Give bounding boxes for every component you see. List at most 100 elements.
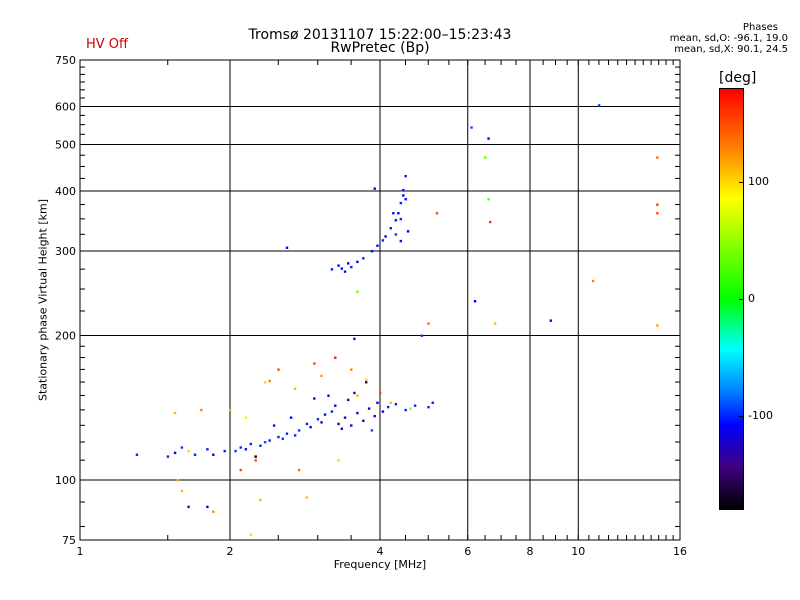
colorbar-tick bbox=[739, 181, 744, 183]
echo-point bbox=[406, 230, 410, 233]
echo-point bbox=[420, 334, 424, 337]
echo-point bbox=[229, 408, 232, 412]
echo-point bbox=[365, 378, 368, 381]
echo-point bbox=[337, 459, 340, 462]
echo-point bbox=[394, 403, 398, 406]
x-tick-label: 1 bbox=[77, 545, 84, 558]
echo-point bbox=[346, 262, 350, 265]
echo-point bbox=[334, 356, 337, 359]
echo-point bbox=[350, 265, 353, 269]
colorbar-tick-label: -100 bbox=[748, 409, 773, 423]
colorbar-tick-label: 100 bbox=[748, 174, 769, 188]
echo-point bbox=[249, 442, 253, 446]
echo-point bbox=[470, 126, 473, 129]
echo-point bbox=[340, 427, 344, 430]
echo-point bbox=[239, 468, 242, 472]
echo-point bbox=[402, 194, 405, 197]
colorbar-title: [deg] bbox=[719, 70, 757, 86]
echo-point bbox=[330, 268, 334, 271]
echo-point bbox=[254, 459, 257, 462]
echo-point bbox=[337, 264, 340, 267]
echo-point bbox=[323, 413, 327, 416]
echo-point bbox=[173, 451, 177, 455]
echo-point bbox=[239, 446, 242, 449]
y-tick-label: 300 bbox=[55, 245, 76, 258]
echo-point bbox=[379, 391, 382, 395]
echo-point bbox=[166, 455, 170, 458]
echo-point bbox=[244, 416, 248, 419]
echo-point bbox=[297, 429, 301, 432]
echo-point bbox=[404, 174, 407, 178]
echo-point bbox=[268, 439, 271, 442]
echo-point bbox=[427, 405, 430, 409]
colorbar-tick bbox=[739, 416, 744, 418]
echo-point bbox=[173, 411, 177, 415]
echo-point bbox=[305, 496, 309, 499]
stats-title: Phases bbox=[742, 22, 778, 33]
echo-point bbox=[389, 227, 392, 230]
echo-point bbox=[392, 212, 395, 215]
echo-point bbox=[370, 429, 374, 432]
y-tick-label: 100 bbox=[55, 474, 76, 487]
echo-point bbox=[327, 394, 330, 397]
echo-point bbox=[297, 468, 301, 472]
echo-point bbox=[305, 422, 309, 426]
echo-point bbox=[212, 510, 215, 513]
echo-point bbox=[350, 368, 353, 371]
echo-point bbox=[656, 156, 659, 159]
echo-point bbox=[135, 453, 139, 456]
y-tick-label: 600 bbox=[55, 101, 76, 114]
echo-point bbox=[367, 407, 371, 410]
echo-point bbox=[404, 198, 407, 201]
chart-subtitle: RwPretec (Bp) bbox=[330, 40, 430, 56]
x-tick-label: 6 bbox=[464, 545, 471, 558]
echo-point bbox=[656, 203, 659, 206]
echo-point bbox=[394, 233, 398, 236]
echo-point bbox=[316, 418, 320, 421]
echo-point bbox=[330, 410, 334, 413]
echo-point bbox=[263, 381, 267, 384]
echo-point bbox=[212, 453, 215, 456]
echo-point bbox=[343, 270, 347, 273]
echo-point bbox=[313, 397, 316, 400]
echo-point bbox=[431, 401, 434, 404]
echo-point bbox=[376, 401, 379, 404]
colorbar-tick bbox=[739, 299, 744, 300]
echo-point bbox=[263, 441, 267, 444]
echo-point bbox=[370, 250, 374, 253]
echo-point bbox=[362, 419, 365, 422]
echo-point bbox=[343, 416, 347, 419]
echo-point bbox=[293, 387, 297, 391]
x-tick-label: 2 bbox=[227, 545, 234, 558]
echo-point bbox=[277, 368, 280, 371]
echo-point bbox=[484, 156, 487, 159]
echo-point bbox=[404, 408, 407, 412]
echo-point bbox=[386, 405, 390, 409]
echo-point bbox=[356, 411, 359, 415]
echo-point bbox=[389, 401, 392, 404]
echo-point bbox=[356, 394, 359, 397]
echo-point bbox=[362, 257, 365, 260]
echo-point bbox=[268, 379, 271, 383]
echo-point bbox=[402, 189, 405, 192]
y-tick-label: 750 bbox=[55, 54, 76, 67]
echo-point bbox=[346, 398, 350, 402]
echo-point bbox=[277, 435, 280, 439]
echo-point bbox=[591, 279, 595, 283]
echo-point bbox=[187, 449, 190, 453]
echo-point bbox=[356, 290, 359, 293]
phase-stats: Phases mean, sd,O: -96.1, 19.0 mean, sd,… bbox=[670, 22, 788, 55]
echo-point bbox=[399, 217, 403, 221]
echo-point bbox=[193, 453, 197, 456]
stats-x-mode: mean, sd,X: 90.1, 24.5 bbox=[674, 44, 788, 55]
x-axis-label: Frequency [MHz] bbox=[333, 558, 427, 571]
echo-point bbox=[254, 455, 257, 458]
echo-point bbox=[320, 421, 323, 424]
echo-point bbox=[381, 239, 385, 242]
chart-title: Tromsø 20131107 15:22:00–15:23:43 bbox=[248, 27, 512, 43]
echo-point bbox=[413, 404, 417, 407]
echo-point bbox=[340, 267, 344, 270]
echo-point bbox=[394, 219, 398, 222]
echo-point bbox=[365, 381, 368, 384]
